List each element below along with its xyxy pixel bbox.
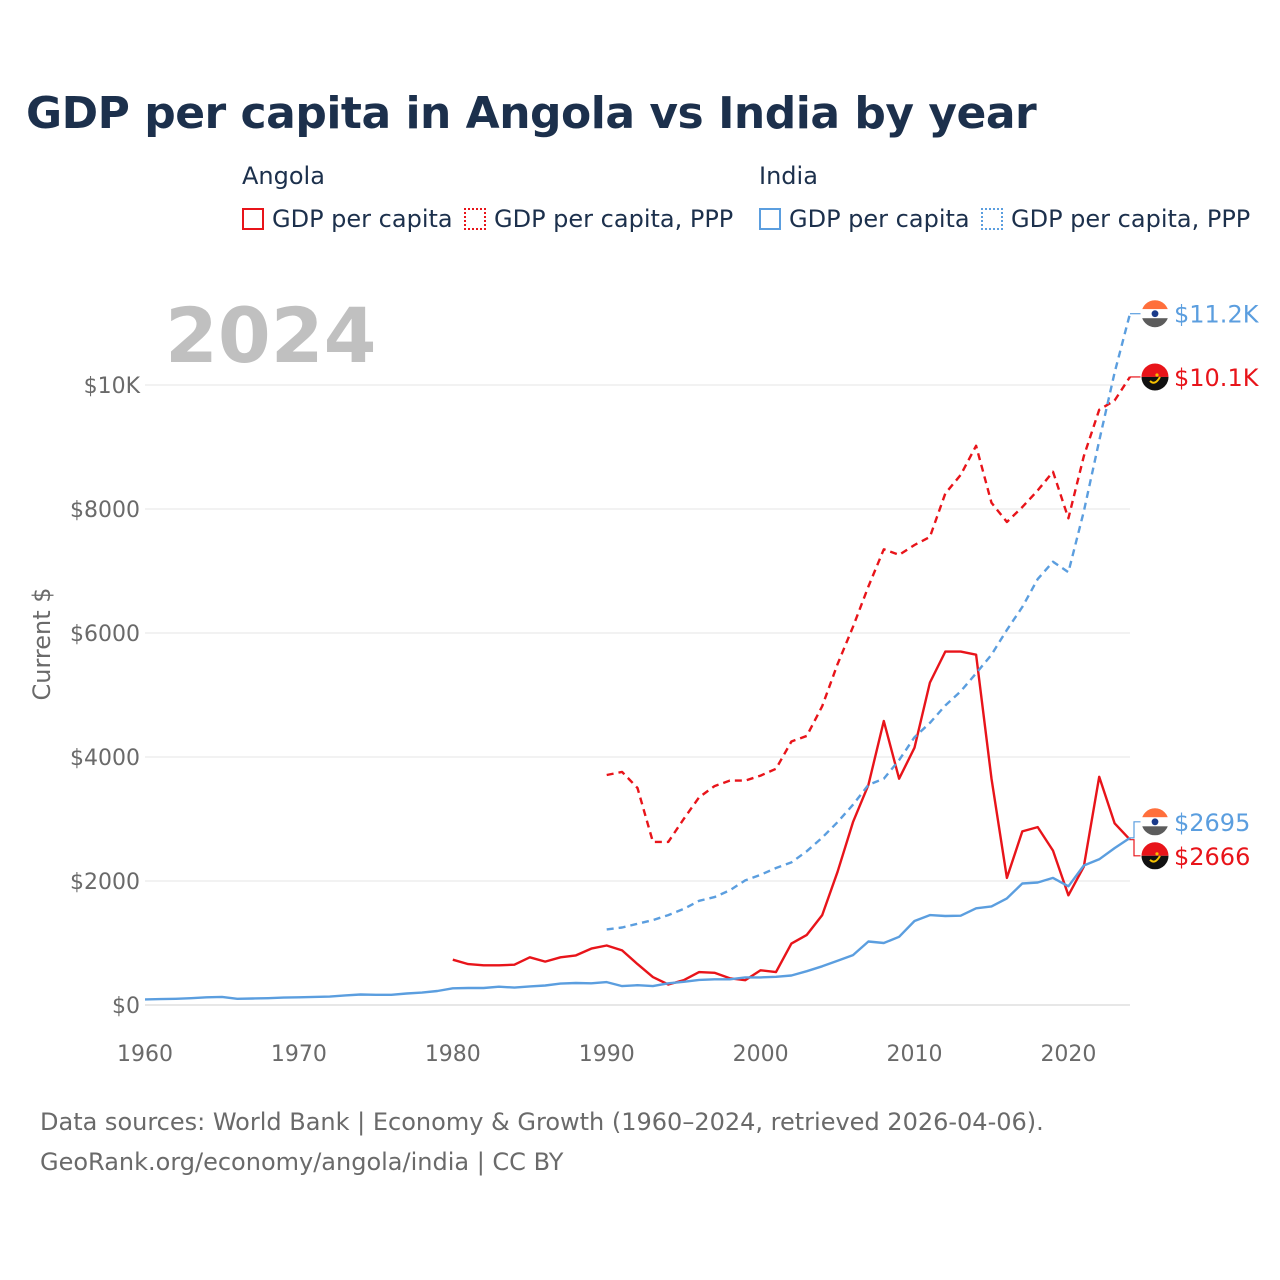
x-tick-label: 1960 xyxy=(117,1042,173,1067)
y-tick-label: $8000 xyxy=(70,498,140,523)
end-value-label: $10.1K xyxy=(1174,364,1260,392)
legend-group-angola: Angola xyxy=(242,162,325,190)
end-label-connector xyxy=(1130,839,1141,857)
legend-item-label: GDP per capita xyxy=(272,205,453,233)
angola-flag-icon xyxy=(1140,362,1170,392)
x-tick-label: 2020 xyxy=(1040,1042,1096,1067)
legend-swatch-solid-blue xyxy=(759,208,781,230)
end-value-label: $11.2K xyxy=(1174,301,1260,329)
x-tick-label: 1980 xyxy=(425,1042,481,1067)
legend-item-angola-gdp-ppp[interactable]: GDP per capita, PPP xyxy=(464,205,733,233)
legend-group-india: India xyxy=(759,162,818,190)
legend-item-angola-gdp[interactable]: GDP per capita xyxy=(242,205,453,233)
footer-sources: Data sources: World Bank | Economy & Gro… xyxy=(40,1108,1044,1136)
y-tick-label: $10K xyxy=(84,374,141,399)
end-value-label: $2695 xyxy=(1174,809,1250,837)
series-line-angola-gdp-per-capita[interactable] xyxy=(452,650,1131,986)
legend-item-india-gdp-ppp[interactable]: GDP per capita, PPP xyxy=(981,205,1250,233)
x-tick-label: 1970 xyxy=(271,1042,327,1067)
legend-swatch-dotted-blue xyxy=(981,208,1003,230)
series-line-india-gdp-per-capita[interactable] xyxy=(144,836,1131,1001)
y-tick-label: $4000 xyxy=(70,746,140,771)
x-tick-label: 1990 xyxy=(579,1042,635,1067)
legend-item-india-gdp[interactable]: GDP per capita xyxy=(759,205,970,233)
footer-attribution: GeoRank.org/economy/angola/india | CC BY xyxy=(40,1148,564,1176)
y-tick-label: $6000 xyxy=(70,622,140,647)
year-label: 2024 xyxy=(165,291,377,380)
series-line-angola-gdp-per-capita-ppp[interactable] xyxy=(606,376,1132,844)
india-flag-icon xyxy=(1140,299,1170,329)
legend-swatch-dotted-red xyxy=(464,208,486,230)
x-tick-label: 2000 xyxy=(733,1042,789,1067)
chart-title: GDP per capita in Angola vs India by yea… xyxy=(26,88,1037,139)
india-flag-icon xyxy=(1140,807,1170,837)
legend-item-label: GDP per capita xyxy=(789,205,970,233)
y-tick-label: $2000 xyxy=(70,870,140,895)
x-tick-label: 2010 xyxy=(887,1042,943,1067)
angola-flag-icon xyxy=(1140,841,1170,871)
legend-item-label: GDP per capita, PPP xyxy=(494,205,734,233)
y-axis-title: Current $ xyxy=(28,587,56,700)
legend-item-label: GDP per capita, PPP xyxy=(1011,205,1251,233)
legend-swatch-solid-red xyxy=(242,208,264,230)
end-value-label: $2666 xyxy=(1174,843,1250,871)
end-label-connector xyxy=(1130,821,1141,839)
y-tick-label: $0 xyxy=(112,994,140,1019)
series-line-india-gdp-per-capita-ppp[interactable] xyxy=(606,313,1132,931)
